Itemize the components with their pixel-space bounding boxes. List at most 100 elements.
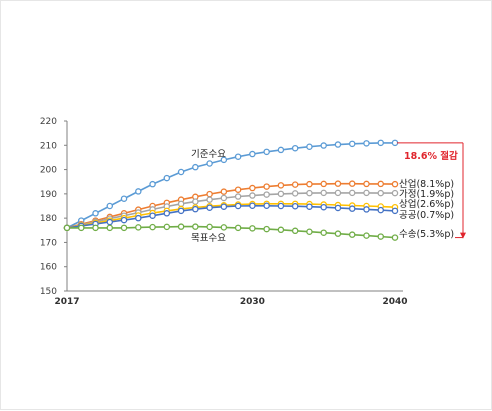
data-point <box>277 182 285 189</box>
data-point <box>106 224 114 232</box>
reduction-label: 18.6% 절감 <box>404 150 458 162</box>
series-label: 기준수요 <box>191 149 226 160</box>
data-point <box>249 202 256 210</box>
data-point <box>334 204 342 212</box>
data-point <box>149 180 156 188</box>
y-tick-label: 220 <box>40 117 57 127</box>
data-point <box>348 140 356 148</box>
data-point <box>291 227 299 235</box>
data-point <box>348 180 356 187</box>
data-point <box>306 180 313 188</box>
series-label: 공공(0.7%p) <box>399 210 454 221</box>
data-point <box>320 203 327 211</box>
target-demand-label: 목표수요 <box>191 233 226 244</box>
data-point <box>63 224 71 232</box>
data-point <box>363 140 370 147</box>
data-point <box>320 180 327 188</box>
data-point <box>277 190 285 198</box>
data-point <box>306 143 313 150</box>
data-point <box>277 202 285 210</box>
data-point <box>334 141 342 148</box>
data-point <box>206 204 213 211</box>
y-tick-label: 200 <box>40 166 57 176</box>
data-point <box>263 202 270 210</box>
y-tick-label: 210 <box>40 141 57 151</box>
data-point <box>135 224 142 231</box>
data-point <box>277 146 285 154</box>
data-point <box>192 198 199 205</box>
y-tick-label: 170 <box>40 238 57 248</box>
data-point <box>177 168 185 176</box>
data-point <box>391 139 399 147</box>
data-point <box>149 212 156 219</box>
data-point <box>177 200 185 208</box>
x-tick-label: 2017 <box>54 297 79 307</box>
y-tick-label: 190 <box>40 190 57 200</box>
series-label: 산업(8.1%p) <box>399 178 454 190</box>
data-point <box>234 193 242 200</box>
data-point <box>291 181 299 188</box>
series-points <box>63 139 399 241</box>
data-point <box>363 232 370 239</box>
data-point <box>391 189 399 197</box>
x-axis: 2017 2030 2040 <box>54 290 408 307</box>
data-point <box>206 190 213 198</box>
data-point <box>163 174 171 182</box>
data-point <box>206 223 213 231</box>
data-point <box>163 210 171 217</box>
y-tick-label: 180 <box>40 214 57 224</box>
data-point <box>334 189 342 197</box>
data-point <box>306 228 313 235</box>
data-point <box>106 218 114 226</box>
data-point <box>348 189 356 197</box>
data-point <box>234 202 242 210</box>
data-point <box>92 210 99 217</box>
data-point <box>363 206 370 213</box>
data-point <box>120 224 128 232</box>
data-point <box>220 224 228 231</box>
data-point <box>78 224 85 232</box>
data-point <box>263 148 270 156</box>
data-point <box>249 150 256 158</box>
data-point <box>263 191 270 198</box>
data-point <box>377 189 384 197</box>
data-point <box>377 139 384 147</box>
data-point <box>377 206 384 214</box>
data-point <box>163 223 171 231</box>
reduction-arrowhead <box>460 232 466 239</box>
data-point <box>348 205 356 212</box>
data-point <box>249 192 256 199</box>
data-point <box>306 203 313 210</box>
data-point <box>135 188 142 195</box>
data-point <box>192 163 199 171</box>
data-point <box>192 223 199 230</box>
data-point <box>363 180 370 188</box>
data-point <box>306 189 313 197</box>
data-point <box>234 224 242 232</box>
data-point <box>92 224 99 232</box>
data-point <box>263 225 270 233</box>
data-point <box>234 186 242 193</box>
data-point <box>220 188 228 195</box>
data-point <box>135 214 142 222</box>
data-point <box>234 153 242 160</box>
data-point <box>120 216 128 224</box>
data-point <box>220 203 228 210</box>
data-point <box>177 207 185 215</box>
data-point <box>363 189 370 197</box>
data-point <box>391 180 399 188</box>
series-line-5 <box>67 225 396 239</box>
data-point <box>320 142 327 149</box>
data-point <box>391 234 399 241</box>
data-point <box>120 195 128 202</box>
reduction-annotation: 18.6% 절감 <box>397 142 466 239</box>
data-point <box>192 205 199 213</box>
data-point <box>106 202 114 210</box>
data-point <box>249 184 256 192</box>
data-point <box>206 160 213 167</box>
data-point <box>334 180 342 187</box>
series-labels: 기준수요산업(8.1%p)가정(1.9%p)상업(2.6%p)공공(0.7%p)… <box>191 149 454 244</box>
y-axis: 150 160 170 180 190 200 210 220 <box>40 117 68 297</box>
data-point <box>320 189 327 197</box>
